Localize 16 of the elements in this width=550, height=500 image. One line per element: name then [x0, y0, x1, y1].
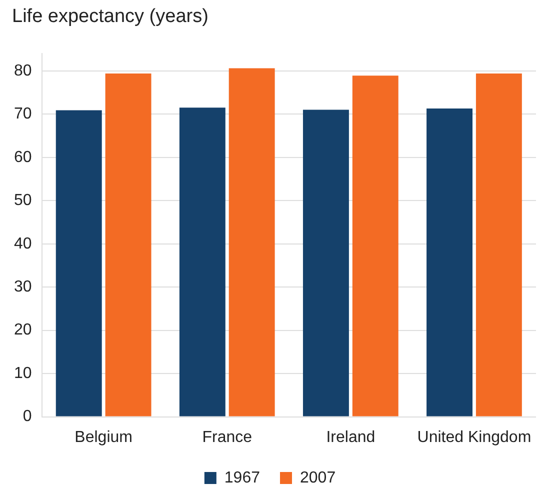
y-tick-label: 20	[14, 322, 32, 339]
x-tick-label: United Kingdom	[417, 428, 532, 446]
y-tick-label: 50	[14, 192, 32, 210]
y-tick-label: 0	[22, 408, 32, 426]
chart-title: Life expectancy (years)	[12, 6, 208, 28]
x-tick-label: Ireland	[326, 428, 376, 446]
y-tick-label: 60	[14, 148, 32, 166]
x-tick-label: Belgium	[74, 428, 132, 446]
y-tick-label: 10	[14, 364, 32, 382]
y-tick-label: 80	[14, 62, 32, 80]
x-tick-label: France	[202, 428, 252, 446]
legend-label: 1967	[224, 469, 260, 486]
legend-label: 2007	[300, 469, 336, 486]
y-tick-label: 40	[14, 235, 32, 252]
y-tick-label: 70	[14, 106, 32, 123]
y-tick-label: 30	[14, 278, 32, 296]
